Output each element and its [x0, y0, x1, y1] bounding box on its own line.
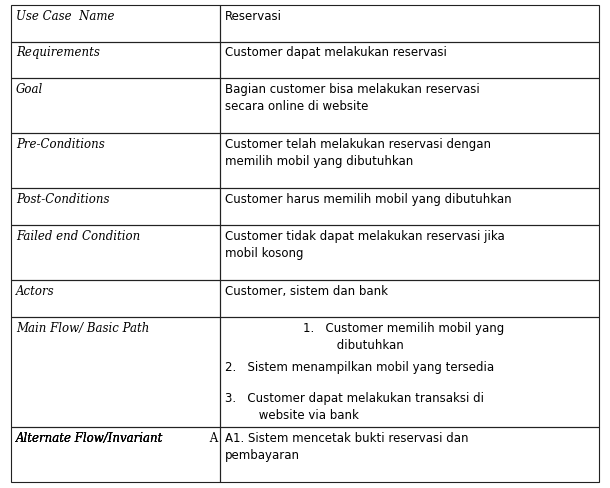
Bar — [11, 281, 220, 317]
Text: Customer, sistem dan bank: Customer, sistem dan bank — [224, 285, 387, 298]
Bar — [220, 225, 599, 281]
Text: 1.   Customer memilih mobil yang
         dibutuhkan: 1. Customer memilih mobil yang dibutuhka… — [303, 321, 504, 351]
Text: Alternate Flow/Invariant: Alternate Flow/Invariant — [16, 431, 163, 444]
Bar — [220, 79, 599, 134]
Bar — [220, 189, 599, 225]
Text: Failed end Condition: Failed end Condition — [16, 229, 140, 243]
Bar — [11, 427, 220, 482]
Text: 2.   Sistem menampilkan mobil yang tersedia: 2. Sistem menampilkan mobil yang tersedi… — [224, 361, 493, 374]
Text: Customer tidak dapat melakukan reservasi jika
mobil kosong: Customer tidak dapat melakukan reservasi… — [224, 229, 504, 260]
Bar — [220, 134, 599, 189]
Bar — [11, 225, 220, 281]
Bar — [11, 6, 220, 42]
Text: Actors: Actors — [16, 285, 54, 298]
Text: A1. Sistem mencetak bukti reservasi dan
pembayaran: A1. Sistem mencetak bukti reservasi dan … — [224, 431, 468, 461]
Bar — [11, 189, 220, 225]
Text: Alternate Flow/Invariant: Alternate Flow/Invariant — [16, 431, 163, 444]
Text: Customer harus memilih mobil yang dibutuhkan: Customer harus memilih mobil yang dibutu… — [224, 193, 511, 206]
Text: Post-Conditions: Post-Conditions — [16, 193, 109, 206]
Text: Pre-Conditions: Pre-Conditions — [16, 138, 104, 151]
Bar — [220, 281, 599, 317]
Bar — [220, 317, 599, 427]
Text: Bagian customer bisa melakukan reservasi
secara online di website: Bagian customer bisa melakukan reservasi… — [224, 83, 479, 113]
Text: Requirements: Requirements — [16, 46, 100, 60]
Text: A: A — [206, 431, 218, 444]
Text: Use Case  Name: Use Case Name — [16, 10, 114, 23]
Bar — [11, 79, 220, 134]
Text: 3.   Customer dapat melakukan transaksi di
         website via bank: 3. Customer dapat melakukan transaksi di… — [224, 391, 484, 422]
Bar — [220, 6, 599, 42]
Text: Alternate Flow/Invariant: Alternate Flow/Invariant — [16, 431, 163, 444]
Text: Reservasi: Reservasi — [224, 10, 282, 23]
Text: Customer telah melakukan reservasi dengan
memilih mobil yang dibutuhkan: Customer telah melakukan reservasi denga… — [224, 138, 490, 168]
Bar — [220, 42, 599, 79]
Bar — [11, 42, 220, 79]
Text: Main Flow/ Basic Path: Main Flow/ Basic Path — [16, 321, 149, 334]
Bar — [11, 134, 220, 189]
Text: Goal: Goal — [16, 83, 43, 96]
Bar — [220, 427, 599, 482]
Bar — [11, 317, 220, 427]
Text: Customer dapat melakukan reservasi: Customer dapat melakukan reservasi — [224, 46, 447, 60]
